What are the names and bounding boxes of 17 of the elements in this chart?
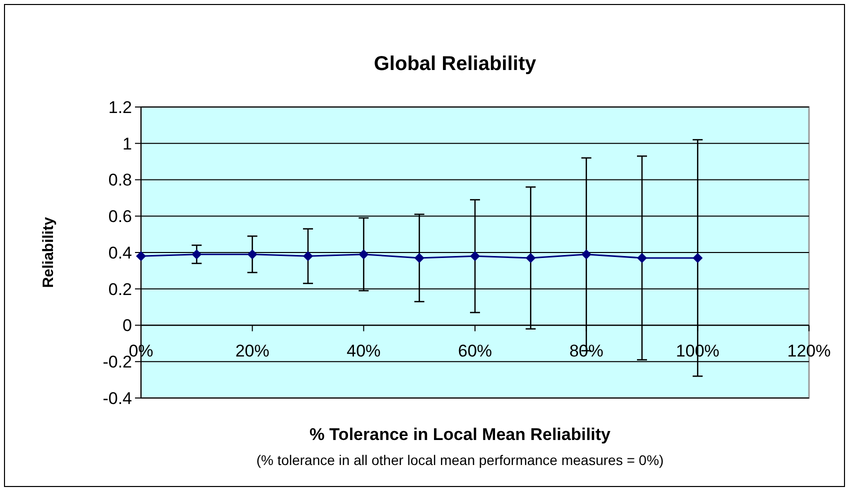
y-tick-label: -0.4 bbox=[102, 388, 132, 408]
x-tick-label: 20% bbox=[235, 341, 270, 360]
x-tick-label: 120% bbox=[787, 341, 831, 360]
x-tick-label: 60% bbox=[458, 341, 492, 360]
x-axis-title: % Tolerance in Local Mean Reliability bbox=[309, 425, 612, 444]
y-tick-label: 0 bbox=[122, 316, 132, 336]
y-tick-label: 0.2 bbox=[108, 280, 132, 299]
y-tick-label: 1 bbox=[122, 134, 132, 154]
x-tick-label: 40% bbox=[346, 341, 381, 360]
chart-title: Global Reliability bbox=[374, 53, 537, 75]
y-axis-title: Reliability bbox=[40, 216, 57, 288]
y-tick-label: 0.4 bbox=[108, 243, 132, 262]
y-tick-label: 1.2 bbox=[108, 98, 132, 117]
y-tick-label: 0.6 bbox=[108, 207, 132, 226]
y-tick-label: 0.8 bbox=[108, 170, 132, 190]
x-tick-label: 80% bbox=[569, 341, 604, 360]
text: (% tolerance in all other local mean performance measures = 0%) bbox=[256, 452, 664, 468]
